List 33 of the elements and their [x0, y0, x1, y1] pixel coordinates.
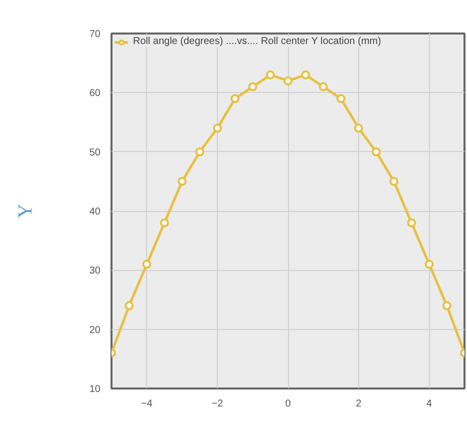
point — [424, 260, 434, 269]
point — [354, 124, 364, 133]
point — [407, 218, 416, 228]
point — [284, 76, 292, 86]
x-tick-label: 0 — [285, 398, 292, 410]
point — [442, 301, 452, 310]
y-tick-label: 20 — [89, 324, 101, 336]
x-tick-label: −4 — [141, 398, 153, 410]
x-tick-label: 2 — [356, 398, 362, 410]
point — [336, 94, 346, 104]
y-tick-label: 50 — [89, 147, 101, 158]
point — [372, 147, 381, 156]
x-tick-label: 4 — [426, 398, 432, 410]
point — [318, 82, 328, 92]
point — [178, 176, 187, 186]
point — [389, 176, 398, 186]
point — [195, 147, 204, 156]
y-tick-label: 60 — [89, 88, 101, 100]
point — [301, 70, 310, 80]
point — [212, 124, 222, 133]
y-tick-label: 70 — [89, 29, 101, 40]
y-tick-label: 40 — [89, 206, 101, 218]
point — [248, 82, 258, 92]
legend-label: Roll angle (degrees) ....vs.... Roll center Y location (mm) — [133, 36, 382, 47]
y-tick-label: 10 — [89, 384, 101, 395]
x-tick-label: −2 — [212, 398, 224, 410]
y-axis-title: Y — [14, 204, 36, 218]
point — [124, 301, 134, 310]
y-tick-label: 30 — [89, 266, 101, 277]
point — [142, 260, 152, 269]
point — [230, 94, 240, 104]
point — [160, 218, 169, 228]
point — [266, 70, 275, 80]
